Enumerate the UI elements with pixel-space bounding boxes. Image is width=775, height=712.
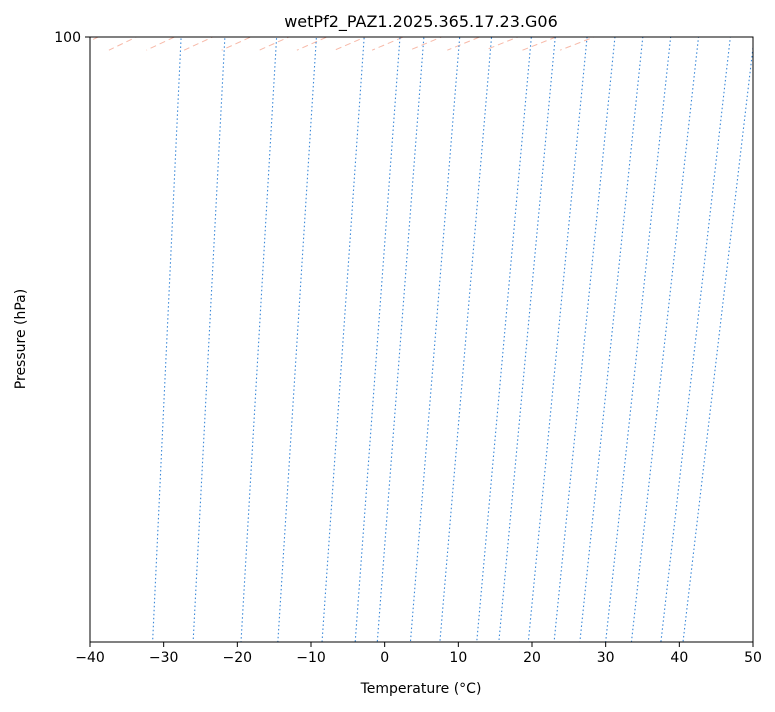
x-tick-label: 50 — [744, 650, 762, 666]
x-tick-label: 10 — [449, 650, 467, 666]
y-tick-label: 100 — [54, 30, 81, 46]
y-axis-label: Pressure (hPa) — [13, 289, 29, 389]
x-tick-label: 40 — [670, 650, 688, 666]
x-tick-label: −10 — [296, 650, 326, 666]
chart-title: wetPf2_PAZ1.2025.365.17.23.G06 — [284, 12, 558, 32]
x-tick-label: −20 — [223, 650, 253, 666]
x-tick-label: 20 — [523, 650, 541, 666]
x-tick-label: −40 — [75, 650, 105, 666]
x-axis-label: Temperature (°C) — [360, 681, 482, 697]
x-tick-label: 30 — [597, 650, 615, 666]
x-tick-label: −30 — [149, 650, 179, 666]
x-tick-label: 0 — [380, 650, 389, 666]
